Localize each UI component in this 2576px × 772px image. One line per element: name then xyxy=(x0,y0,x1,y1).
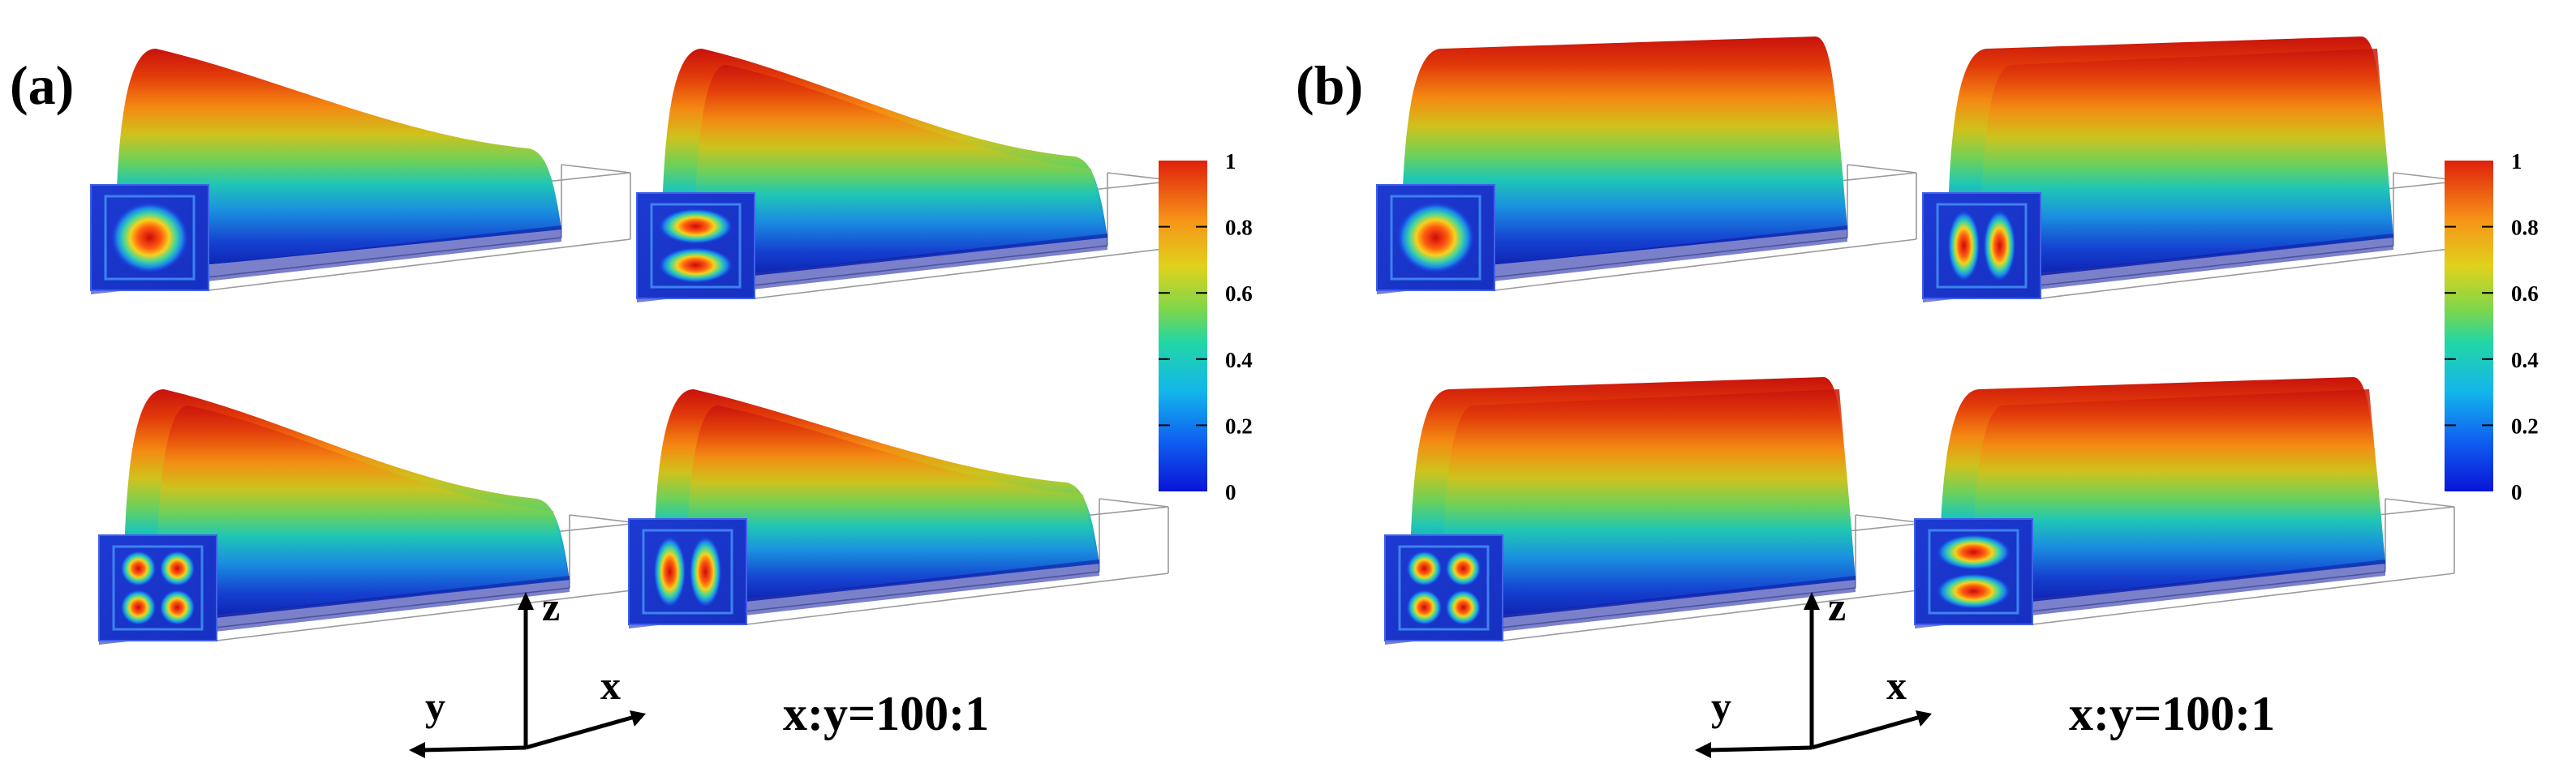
mode-surface-3 xyxy=(1384,377,1925,645)
panel-b: (b) 1 0.8 0.6 0.4 0.2 0 z y x x:y=100:1 xyxy=(1296,36,2539,758)
field-surface-secondary xyxy=(694,65,1107,282)
colorbar xyxy=(1159,161,1207,491)
mode-inset xyxy=(90,184,209,291)
field-surface-secondary xyxy=(1980,49,2393,282)
mode-lobe xyxy=(1936,573,2011,609)
axis-triad xyxy=(409,592,646,758)
colorbar-tick-label: 1 xyxy=(1225,149,1236,174)
field-surface xyxy=(115,49,561,274)
mode-lobe xyxy=(658,208,733,244)
axis-label-x: x xyxy=(1886,663,1907,708)
mode-lobe xyxy=(120,590,157,625)
mode-lobe xyxy=(689,536,722,607)
mode-lobe xyxy=(110,202,189,273)
panel-a: (a) 1 0.8 0.6 0.4 0.2 0 z y x x:y=100:1 xyxy=(10,49,1253,758)
mode-inset xyxy=(1376,184,1495,291)
field-surface xyxy=(1401,36,1847,274)
mode-lobe xyxy=(1936,534,2011,570)
mode-lobe xyxy=(1983,210,2016,281)
mode-inset xyxy=(628,518,747,625)
mode-surface-4 xyxy=(1914,377,2455,628)
colorbar-tick-label: 0.4 xyxy=(2511,348,2539,372)
mode-inset xyxy=(1922,192,2041,299)
field-surface-secondary xyxy=(686,405,1099,608)
aspect-ratio-label: x:y=100:1 xyxy=(783,687,989,740)
axis-label-z: z xyxy=(1828,584,1846,629)
panel-label: (b) xyxy=(1296,54,1363,116)
colorbar-tick-label: 0.4 xyxy=(1225,348,1253,372)
mode-lobe xyxy=(159,551,196,586)
mode-inset xyxy=(98,534,217,641)
field-surface-secondary xyxy=(1442,389,1856,624)
colorbar-tick-label: 0 xyxy=(2511,480,2522,504)
colorbar-tick-label: 0 xyxy=(1225,480,1236,504)
axis-label-y: y xyxy=(425,684,445,729)
mode-surface-4 xyxy=(628,389,1169,628)
field-surface-secondary xyxy=(156,405,570,624)
mode-lobe xyxy=(1406,551,1443,586)
mode-lobe xyxy=(653,536,686,607)
mode-surface-1 xyxy=(90,49,631,294)
mode-inset xyxy=(636,192,755,299)
mode-lobe xyxy=(1947,210,1980,281)
aspect-ratio-label: x:y=100:1 xyxy=(2069,687,2275,740)
panel-label: (a) xyxy=(10,54,74,116)
colorbar-tick-label: 0.2 xyxy=(1225,414,1253,438)
colorbar-tick-label: 0.8 xyxy=(1225,216,1253,240)
mode-inset xyxy=(1384,534,1503,641)
mode-inset xyxy=(1914,518,2033,625)
colorbar-tick-label: 1 xyxy=(2511,149,2522,174)
colorbar-tick-label: 0.2 xyxy=(2511,414,2539,438)
mode-lobe xyxy=(658,247,733,283)
mode-lobe xyxy=(1396,202,1475,273)
axis-label-y: y xyxy=(1711,684,1731,729)
axis-label-x: x xyxy=(600,663,621,708)
mode-lobe xyxy=(1445,551,1482,586)
colorbar xyxy=(2445,161,2493,491)
axis-triad xyxy=(1695,592,1932,758)
mode-surface-2 xyxy=(1922,36,2463,302)
mode-lobe xyxy=(1406,590,1443,625)
field-surface-secondary xyxy=(1972,389,2385,608)
mode-lobe xyxy=(159,590,196,625)
mode-surface-2 xyxy=(636,49,1177,302)
axis-label-z: z xyxy=(542,584,560,629)
colorbar-tick-label: 0.8 xyxy=(2511,216,2539,240)
colorbar-tick-label: 0.6 xyxy=(1225,281,1253,306)
mode-surface-3 xyxy=(98,389,639,645)
mode-surface-1 xyxy=(1376,36,1917,294)
mode-lobe xyxy=(1445,590,1482,625)
mode-lobe xyxy=(120,551,157,586)
colorbar-tick-label: 0.6 xyxy=(2511,281,2539,306)
